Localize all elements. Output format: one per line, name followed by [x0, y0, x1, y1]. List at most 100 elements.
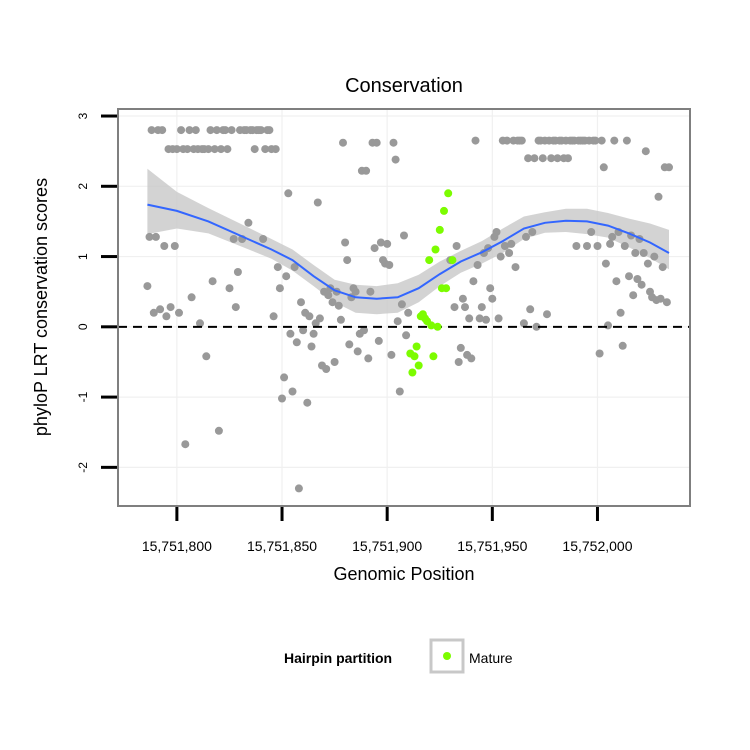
mature-data-point: [433, 322, 442, 331]
x-tick-label: 15,751,900: [352, 538, 422, 554]
data-point: [625, 272, 633, 281]
data-point: [360, 326, 368, 335]
data-point: [591, 136, 600, 145]
data-point: [469, 277, 478, 286]
data-point: [145, 232, 154, 241]
data-point: [532, 322, 541, 331]
y-tick-label: -2: [76, 462, 90, 473]
legend: Hairpin partition Mature: [284, 638, 513, 674]
data-point: [221, 126, 230, 135]
data-point: [341, 238, 350, 247]
legend-title: Hairpin partition: [284, 650, 392, 666]
data-point: [526, 305, 535, 314]
data-point: [654, 192, 663, 201]
y-tick-label: 1: [76, 253, 90, 260]
data-point: [322, 365, 331, 373]
data-point: [662, 298, 671, 307]
data-point: [599, 163, 608, 172]
data-point: [641, 147, 650, 156]
mature-data-point: [412, 342, 421, 351]
data-point: [450, 303, 459, 312]
data-point: [151, 232, 160, 241]
data-point: [583, 242, 591, 250]
data-point: [507, 239, 516, 248]
data-point: [500, 242, 509, 250]
data-point: [353, 347, 362, 356]
data-point: [284, 189, 293, 198]
data-point: [404, 308, 413, 317]
data-point: [604, 321, 612, 330]
data-point: [307, 342, 316, 351]
legend-key-box: [429, 638, 465, 674]
data-point: [343, 256, 352, 265]
mature-data-point: [442, 284, 451, 293]
data-point: [334, 301, 343, 310]
data-point: [225, 284, 234, 293]
data-point: [572, 242, 581, 250]
data-point: [633, 275, 642, 283]
data-point: [261, 145, 270, 154]
data-point: [665, 163, 673, 172]
data-point: [372, 138, 381, 147]
data-point: [315, 314, 324, 323]
data-point: [294, 484, 303, 493]
data-point: [503, 136, 511, 145]
data-point: [538, 154, 547, 163]
y-tick-label: 3: [76, 112, 90, 119]
data-point: [292, 338, 301, 347]
data-point: [196, 319, 204, 328]
data-point: [519, 319, 528, 328]
mature-data-point: [427, 321, 436, 330]
data-point: [223, 145, 232, 154]
data-point: [290, 263, 299, 272]
gray-points: [143, 126, 673, 493]
data-point: [217, 145, 225, 154]
y-tick-label: -1: [76, 391, 90, 402]
mature-data-point: [408, 368, 417, 377]
data-point: [275, 284, 284, 293]
data-point: [282, 272, 291, 281]
data-point: [530, 154, 539, 163]
mature-data-point: [444, 189, 453, 198]
data-point: [475, 314, 484, 323]
data-point: [366, 287, 375, 296]
data-point: [336, 315, 345, 324]
data-point: [351, 287, 360, 296]
x-axis: 15,751,800 15,751,850 15,751,900 15,751,950…: [142, 507, 633, 554]
mature-data-point: [429, 352, 438, 361]
data-point: [593, 242, 602, 250]
data-point: [505, 249, 514, 257]
data-point: [362, 166, 371, 175]
data-point: [214, 426, 223, 435]
y-tick-label: 0: [76, 323, 90, 330]
mature-data-point: [414, 361, 423, 370]
data-point: [185, 126, 194, 135]
data-point: [473, 261, 482, 269]
data-point: [587, 228, 596, 236]
data-point: [143, 282, 152, 291]
data-point: [397, 300, 406, 309]
data-point: [166, 303, 175, 312]
y-axis-title: phyloP LRT conservation scores: [31, 178, 51, 436]
data-point: [183, 145, 192, 154]
data-point: [543, 310, 551, 319]
data-point: [528, 228, 537, 236]
data-point: [391, 155, 400, 164]
data-point: [492, 228, 501, 236]
data-point: [244, 218, 253, 227]
data-point: [187, 293, 196, 302]
data-point: [177, 126, 186, 135]
x-tick-label: 15,751,850: [247, 538, 317, 554]
data-point: [395, 387, 404, 396]
data-point: [622, 136, 631, 145]
data-point: [259, 235, 268, 243]
data-point: [212, 126, 221, 135]
data-point: [288, 387, 297, 396]
data-point: [374, 336, 383, 345]
data-point: [639, 249, 648, 257]
mature-data-point: [440, 206, 448, 215]
data-point: [486, 284, 495, 293]
data-point: [297, 298, 305, 307]
data-point: [595, 349, 604, 358]
